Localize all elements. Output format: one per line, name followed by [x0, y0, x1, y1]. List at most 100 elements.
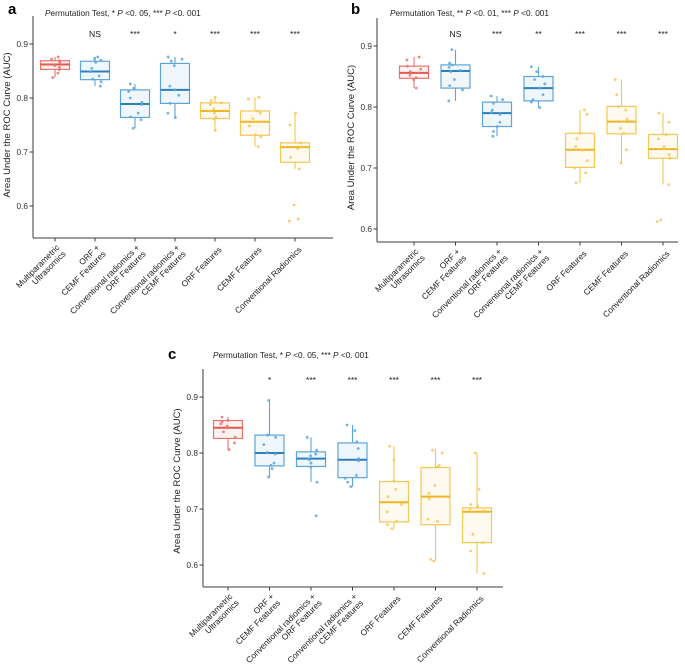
data-point: [414, 86, 418, 90]
y-tick-label: 0.9: [360, 41, 372, 51]
data-point: [622, 131, 626, 135]
data-point: [177, 93, 181, 97]
data-point: [140, 100, 144, 104]
x-category-label: MultiparametricUltrasomics: [187, 591, 241, 645]
data-point: [314, 514, 318, 518]
data-point: [615, 93, 619, 97]
data-point: [166, 111, 170, 115]
data-point: [585, 159, 589, 163]
data-point: [476, 504, 480, 508]
data-point: [394, 488, 398, 491]
data-point: [452, 78, 456, 81]
data-point: [541, 93, 545, 97]
data-point: [355, 440, 359, 444]
data-point: [265, 451, 269, 454]
data-point: [56, 55, 60, 59]
data-point: [299, 141, 303, 145]
data-point: [227, 448, 231, 452]
data-point: [498, 120, 502, 124]
panel-title: Permutation Test, ** P <0. 01, *** P <0.…: [390, 8, 549, 18]
data-point: [309, 461, 313, 465]
data-point: [613, 78, 617, 81]
data-point: [251, 117, 255, 120]
panel-title: Permutation Test, * P <0. 05, *** P <0. …: [213, 350, 369, 360]
data-point: [388, 444, 391, 448]
data-point: [209, 109, 212, 113]
box-group-5: [378, 444, 410, 530]
data-point: [256, 145, 260, 149]
significance-label: *: [268, 375, 272, 385]
data-point: [96, 55, 100, 59]
data-point: [450, 63, 454, 67]
box-group-2: [440, 48, 471, 103]
data-point: [575, 137, 579, 141]
data-point: [656, 137, 660, 141]
y-tick-label: 0.6: [16, 201, 28, 211]
data-point: [619, 161, 623, 165]
data-point: [417, 55, 421, 59]
data-point: [53, 64, 57, 67]
box: [440, 64, 471, 89]
y-tick-label: 0.7: [360, 163, 372, 173]
data-point: [468, 507, 472, 511]
box-group-6: [606, 78, 637, 165]
x-category-label: MultiparametricUltrasomics: [14, 242, 68, 296]
box-group-7: [647, 111, 679, 224]
data-point: [46, 63, 50, 66]
data-point: [209, 99, 213, 103]
box: [254, 434, 285, 467]
data-point: [258, 111, 262, 115]
data-point: [212, 111, 216, 115]
data-point: [128, 82, 132, 86]
significance-label: ***: [210, 29, 221, 39]
box-group-1: [39, 55, 71, 79]
box-group-3: [295, 435, 327, 518]
data-point: [97, 74, 101, 78]
x-category-label: Conventional Radiomics: [233, 244, 304, 315]
data-point: [498, 112, 502, 116]
data-point: [435, 465, 439, 469]
data-point: [417, 71, 421, 75]
data-point: [473, 451, 477, 455]
data-point: [621, 120, 625, 124]
data-point: [667, 153, 671, 156]
data-point: [219, 422, 223, 426]
data-point: [166, 55, 170, 59]
data-point: [256, 109, 260, 113]
data-point: [173, 116, 177, 119]
data-point: [657, 111, 661, 115]
data-point: [437, 463, 441, 467]
data-point: [408, 73, 412, 77]
y-tick-label: 0.9: [16, 39, 28, 49]
data-point: [213, 96, 217, 99]
data-point: [349, 485, 353, 488]
x-category-label: MultiparametricUltrasomics: [373, 246, 427, 300]
data-point: [482, 572, 486, 575]
box-group-4: [159, 55, 191, 119]
data-point: [254, 133, 257, 137]
data-point: [492, 130, 495, 133]
data-point: [296, 217, 300, 221]
data-point: [449, 70, 453, 74]
data-point: [296, 147, 300, 151]
box: [239, 110, 271, 136]
data-point: [88, 70, 92, 73]
box-group-4: [523, 65, 554, 110]
data-point: [405, 58, 409, 62]
data-point: [492, 101, 495, 105]
data-point: [309, 465, 313, 469]
data-point: [448, 61, 452, 65]
box: [159, 62, 191, 104]
data-point: [267, 398, 271, 402]
x-category-label: ORF Features: [358, 593, 403, 638]
data-point: [297, 167, 301, 171]
data-point: [266, 433, 270, 437]
data-point: [272, 461, 276, 465]
data-point: [625, 117, 629, 121]
data-point: [355, 474, 358, 477]
data-point: [56, 71, 60, 75]
data-point: [662, 145, 666, 149]
panel-letter-a: a: [8, 1, 17, 18]
box: [481, 101, 513, 128]
data-point: [448, 84, 452, 88]
